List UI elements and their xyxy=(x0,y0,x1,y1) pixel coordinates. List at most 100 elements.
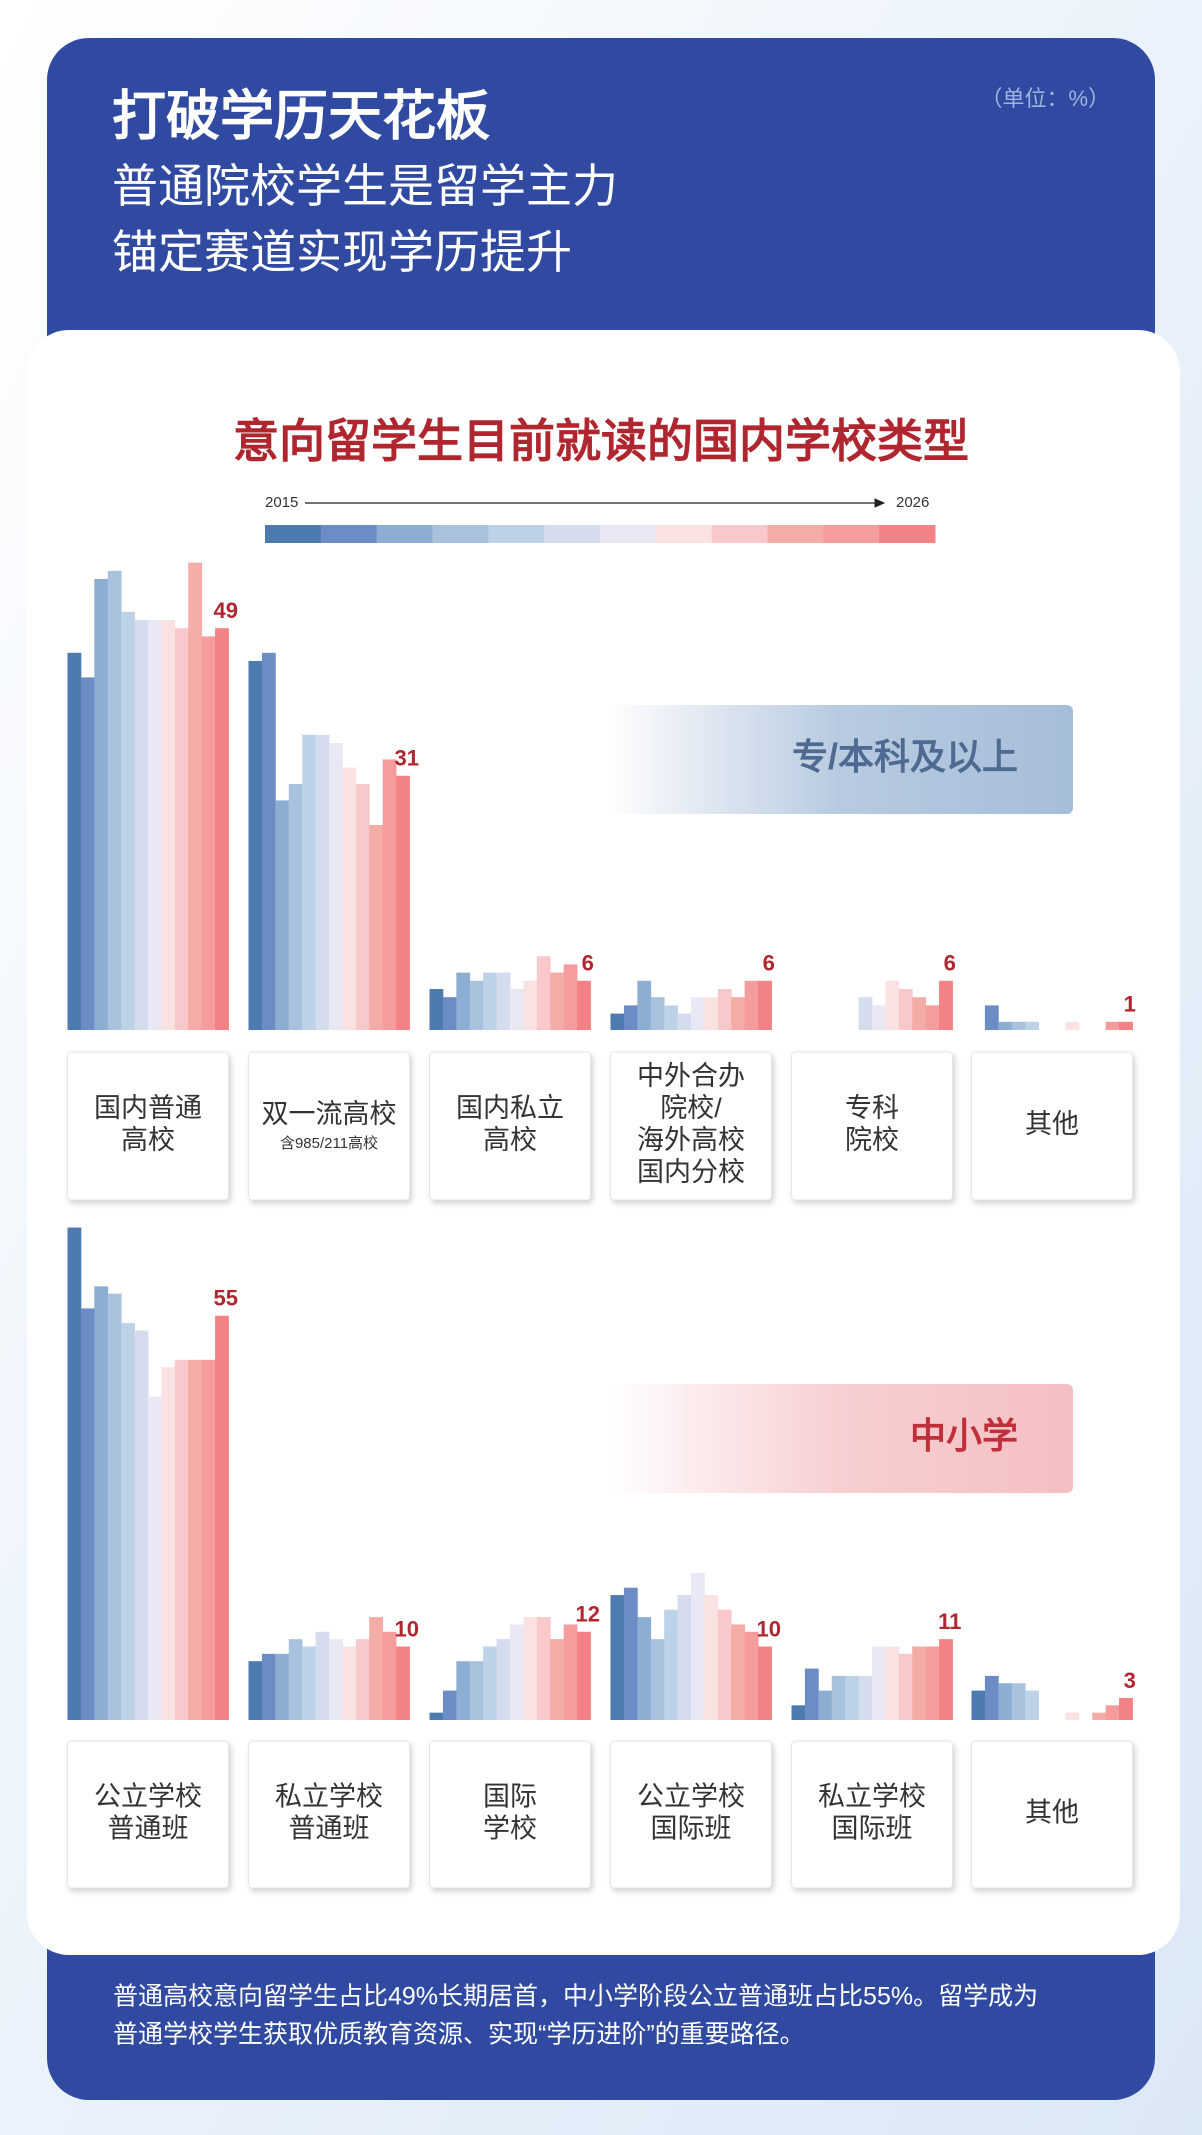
legend-swatch xyxy=(432,525,489,543)
bar xyxy=(1011,1021,1026,1030)
category-box xyxy=(791,1051,953,1201)
unit-label: （单位：%） xyxy=(980,86,1110,111)
bar xyxy=(94,579,109,1030)
bar xyxy=(456,972,471,1030)
bar xyxy=(342,1646,357,1720)
bar xyxy=(80,1308,95,1720)
bar xyxy=(188,562,203,1030)
bar xyxy=(469,980,484,1030)
group-label: 专/本科及以上 xyxy=(792,736,1018,777)
bar xyxy=(650,1639,665,1720)
category-box xyxy=(248,1051,410,1201)
legend-swatch xyxy=(265,525,322,543)
bar xyxy=(261,652,276,1030)
value-label: 49 xyxy=(214,598,238,623)
bar xyxy=(885,1646,900,1720)
bar xyxy=(442,1690,457,1720)
bar xyxy=(67,1227,82,1720)
value-label: 3 xyxy=(1124,1668,1136,1693)
category-box xyxy=(971,1740,1133,1889)
bar xyxy=(858,997,873,1030)
category-label: 其他 xyxy=(1025,1798,1079,1828)
bar xyxy=(1065,1021,1080,1030)
category-note: 含985/211高校 xyxy=(280,1135,378,1152)
bar xyxy=(148,1396,162,1720)
bar xyxy=(563,964,578,1030)
bar xyxy=(201,1359,216,1720)
bar xyxy=(650,997,665,1030)
group-band xyxy=(606,705,1073,814)
value-label: 11 xyxy=(938,1609,961,1634)
category-label: 普通班 xyxy=(108,1814,189,1844)
bar xyxy=(664,1609,678,1720)
bar xyxy=(704,997,719,1030)
bar xyxy=(623,1005,638,1030)
bar xyxy=(382,759,397,1030)
bar xyxy=(998,1683,1013,1720)
category-label: 私立学校 xyxy=(275,1782,383,1812)
bar xyxy=(496,972,511,1030)
category-label: 其他 xyxy=(1025,1109,1079,1139)
bar xyxy=(577,980,591,1030)
bar xyxy=(664,1005,678,1030)
bar xyxy=(623,1587,638,1720)
header-subtitle: 普通院校学生是留学主力 xyxy=(112,160,618,212)
category-label: 院校/ xyxy=(660,1093,722,1123)
bar xyxy=(201,636,216,1030)
category-label: 高校 xyxy=(483,1125,537,1155)
bar xyxy=(731,997,746,1030)
bar xyxy=(1092,1712,1107,1720)
bar xyxy=(134,620,149,1030)
bar xyxy=(329,743,343,1030)
bar xyxy=(469,1661,484,1720)
category-box xyxy=(248,1740,410,1889)
bar xyxy=(818,1690,833,1720)
bar xyxy=(912,997,927,1030)
header-title: 打破学历天花板 xyxy=(112,86,490,146)
bar xyxy=(315,734,330,1030)
category-box xyxy=(791,1740,953,1889)
bar xyxy=(1025,1021,1039,1030)
bar xyxy=(315,1631,330,1720)
bar xyxy=(483,972,497,1030)
legend-swatch xyxy=(320,525,378,543)
category-label: 高校 xyxy=(121,1125,175,1155)
bar xyxy=(188,1359,203,1720)
bar xyxy=(174,1359,189,1720)
bar xyxy=(355,784,370,1030)
bar xyxy=(369,1617,384,1720)
category-label: 国内私立 xyxy=(456,1093,564,1123)
value-label: 12 xyxy=(576,1602,600,1627)
bar xyxy=(691,997,705,1030)
bar xyxy=(510,1624,524,1720)
bar xyxy=(510,989,524,1030)
bar xyxy=(912,1646,927,1720)
bar xyxy=(536,1617,551,1720)
bar xyxy=(758,980,772,1030)
bar xyxy=(248,661,263,1030)
bar xyxy=(804,1668,819,1720)
value-label: 6 xyxy=(763,951,775,976)
category-box xyxy=(610,1051,772,1201)
bar xyxy=(429,989,444,1030)
bar xyxy=(898,989,913,1030)
category-label: 国内普通 xyxy=(94,1093,202,1123)
legend-swatch xyxy=(600,525,657,543)
footer-text: 普通高校意向留学生占比49%长期居首，中小学阶段公立普通班占比55%。留学成为 xyxy=(113,1983,1038,2011)
group-label: 中小学 xyxy=(910,1415,1018,1456)
value-label: 1 xyxy=(1124,992,1136,1017)
bar xyxy=(872,1005,886,1030)
category-label: 普通班 xyxy=(289,1814,370,1844)
bar xyxy=(744,1631,759,1720)
bar xyxy=(121,611,135,1030)
bar xyxy=(550,1639,565,1720)
bar xyxy=(704,1595,719,1720)
bar xyxy=(925,1005,940,1030)
bar xyxy=(998,1021,1013,1030)
category-box xyxy=(67,1051,229,1201)
bar xyxy=(550,972,565,1030)
legend-swatch xyxy=(823,525,880,543)
bar xyxy=(536,956,551,1030)
chart-title: 意向留学生目前就读的国内学校类型 xyxy=(233,415,969,467)
legend-swatch xyxy=(488,525,545,543)
